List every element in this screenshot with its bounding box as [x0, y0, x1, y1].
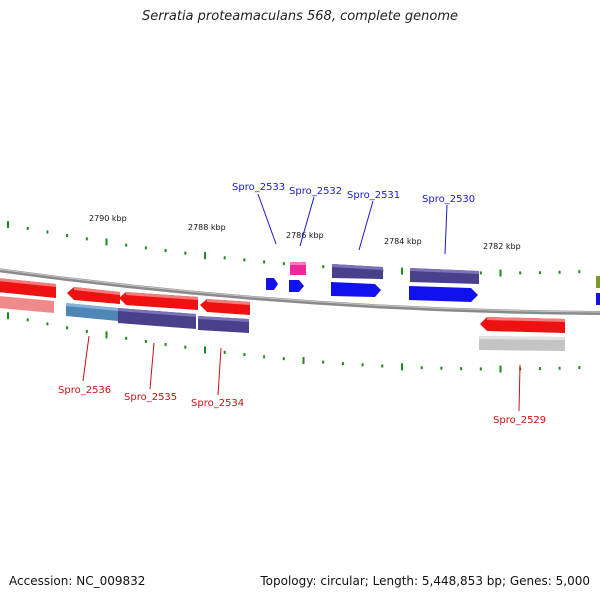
leader-spro-2536	[82, 335, 90, 382]
gene-forward-2530b[interactable]	[409, 286, 478, 302]
gene-forward-2531b[interactable]	[331, 282, 381, 297]
leader-spro-2534	[217, 347, 222, 396]
label-spro-2535[interactable]: Spro_2535	[124, 392, 177, 403]
map-title: Serratia proteamaculans 568, complete ge…	[141, 9, 459, 24]
gene-spro-2532-highlight	[290, 262, 306, 265]
label-spro-2534[interactable]: Spro_2534	[191, 398, 244, 409]
gene-red-2536-highlight	[74, 287, 120, 295]
label-spro-2529[interactable]: Spro_2529	[493, 415, 546, 426]
ruler-label-2786: 2786 kbp	[286, 231, 324, 240]
leader-spro-2532	[299, 196, 315, 247]
leader-spro-2533	[257, 193, 277, 245]
leader-spro-2535	[149, 342, 155, 390]
gene-spro-2534-highlight	[198, 316, 249, 322]
genome-backbone-highlight	[0, 268, 600, 313]
gene-spro-2535-highlight	[118, 308, 196, 317]
inner-tick-row	[7, 312, 581, 373]
gene-edge-olive[interactable]	[596, 276, 600, 288]
gene-spro-2529-highlight	[479, 336, 565, 340]
gene-spro-2532[interactable]	[290, 262, 306, 275]
label-spro-2532[interactable]: Spro_2532	[289, 186, 342, 197]
ruler-label-2782: 2782 kbp	[483, 242, 521, 251]
leader-spro-2530	[444, 204, 448, 255]
label-spro-2531[interactable]: Spro_2531	[347, 190, 400, 201]
gene-spro-2530-highlight	[410, 268, 479, 274]
leader-spro-2531	[358, 200, 374, 251]
gene-spro-2532-forward[interactable]	[289, 280, 304, 292]
ruler-label-2788: 2788 kbp	[188, 223, 226, 232]
gene-red-2529-highlight	[487, 317, 565, 322]
leader-spro-2529	[518, 364, 521, 412]
ruler-label-2790: 2790 kbp	[89, 214, 127, 223]
ruler-label-2784: 2784 kbp	[384, 237, 422, 246]
gene-red-left-edge-highlight	[0, 278, 56, 287]
accession-text: Accession: NC_009832	[9, 574, 146, 588]
gene-red-2534-highlight	[207, 299, 250, 305]
genome-backbone	[0, 268, 600, 315]
gene-pink-left-edge[interactable]	[0, 296, 54, 313]
gene-spro-2531-highlight	[332, 264, 383, 270]
gene-red-2535-highlight	[126, 292, 198, 300]
label-spro-2530[interactable]: Spro_2530	[422, 194, 475, 205]
label-spro-2536[interactable]: Spro_2536	[58, 385, 111, 396]
gene-spro-2533[interactable]	[266, 278, 278, 290]
gene-spro-2536-highlight	[66, 303, 118, 311]
gene-edge-blue[interactable]	[596, 293, 600, 305]
label-spro-2533[interactable]: Spro_2533	[232, 182, 285, 193]
genome-summary-text: Topology: circular; Length: 5,448,853 bp…	[260, 574, 590, 588]
